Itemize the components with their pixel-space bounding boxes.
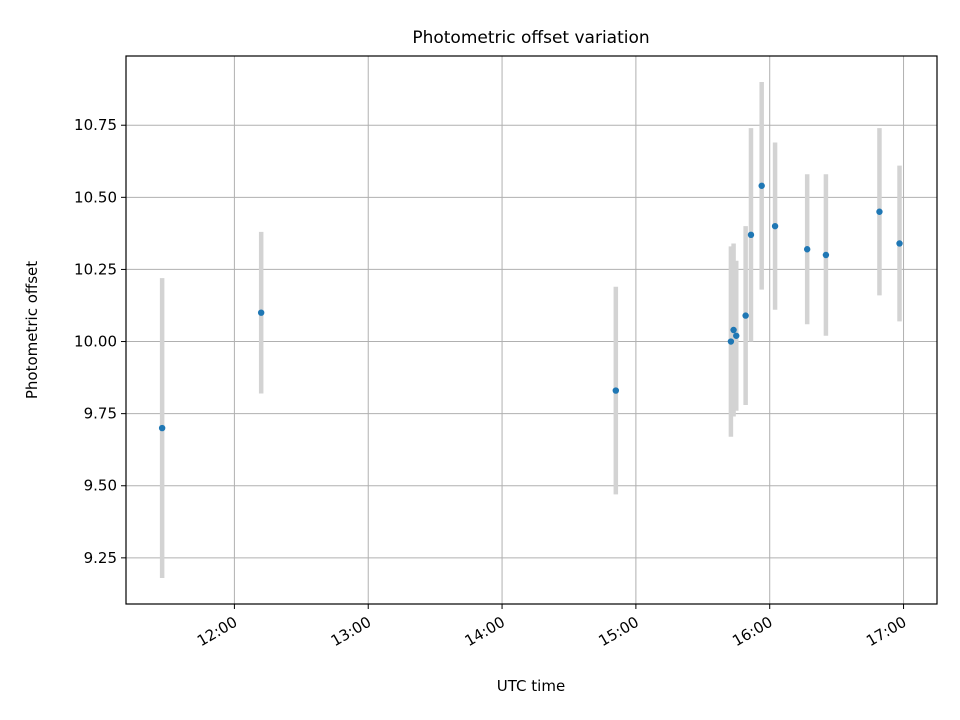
data-point — [758, 182, 765, 189]
x-axis-label: UTC time — [497, 677, 565, 695]
data-point — [896, 240, 903, 247]
y-tick-label: 10.00 — [74, 333, 117, 351]
y-tick-label: 9.75 — [84, 405, 117, 423]
data-point — [747, 231, 755, 239]
data-point — [803, 246, 811, 253]
data-point — [730, 326, 737, 334]
axis-ticks: 12:00 13:00 14:00 15:00 16:00 17:00 9.25 9.50 9.… — [74, 116, 909, 650]
data-point — [742, 312, 749, 319]
data-point — [876, 208, 883, 215]
data-point — [771, 222, 779, 230]
x-tick-label: 12:00 — [194, 613, 240, 650]
x-tick-label: 16:00 — [729, 613, 775, 650]
x-tick-label: 13:00 — [328, 613, 374, 650]
error-bars — [159, 81, 902, 579]
y-tick-label: 10.75 — [74, 116, 117, 134]
y-tick-label: 10.25 — [74, 260, 117, 278]
y-axis-label: Photometric offset — [23, 261, 41, 399]
y-tick-label: 10.50 — [74, 188, 117, 206]
data-point — [158, 424, 166, 432]
chart-title: Photometric offset variation — [412, 28, 649, 48]
x-tick-label: 14:00 — [462, 613, 508, 650]
data-point — [727, 338, 735, 345]
data-point — [257, 309, 265, 316]
y-tick-label: 9.25 — [84, 549, 117, 567]
x-tick-label: 15:00 — [595, 613, 641, 650]
x-tick-label: 17:00 — [863, 613, 909, 650]
plot-frame — [125, 55, 938, 605]
y-tick-label: 9.50 — [84, 477, 117, 495]
grid-lines — [126, 56, 937, 604]
data-point — [822, 251, 830, 259]
data-point — [612, 387, 620, 394]
data-points — [158, 182, 903, 432]
data-point — [733, 332, 740, 339]
